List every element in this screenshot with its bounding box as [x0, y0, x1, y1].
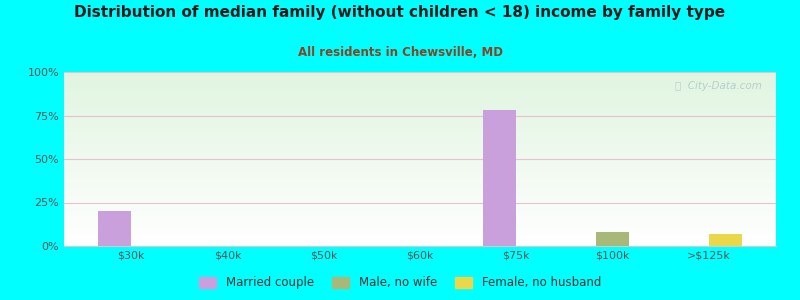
Legend: Married couple, Male, no wife, Female, no husband: Married couple, Male, no wife, Female, n… — [194, 272, 606, 294]
Text: All residents in Chewsville, MD: All residents in Chewsville, MD — [298, 46, 502, 59]
Bar — [98, 211, 131, 246]
Bar — [595, 232, 630, 246]
Bar — [709, 234, 742, 246]
Text: ⓘ  City-Data.com: ⓘ City-Data.com — [675, 81, 762, 91]
Text: Distribution of median family (without children < 18) income by family type: Distribution of median family (without c… — [74, 4, 726, 20]
Bar — [482, 110, 516, 246]
